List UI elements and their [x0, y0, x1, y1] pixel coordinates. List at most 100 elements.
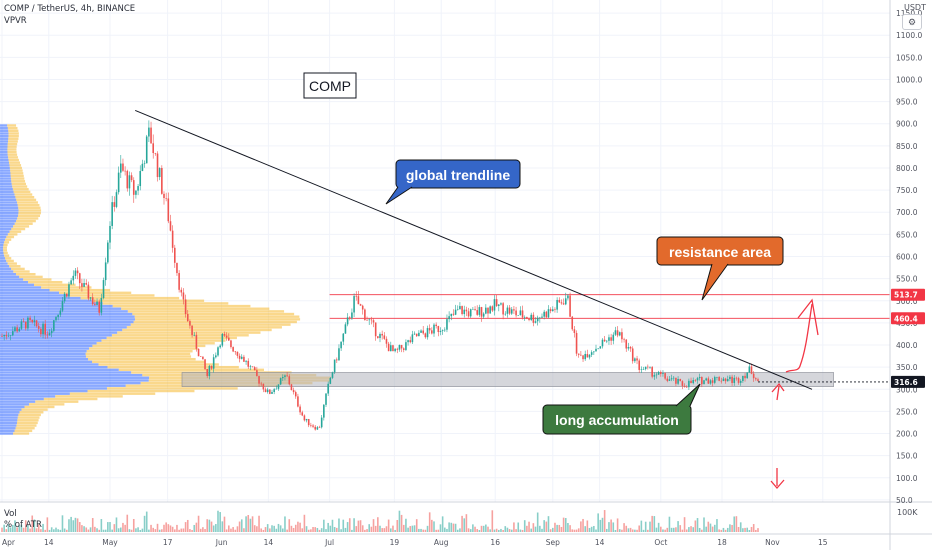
vp-bar-buy: [0, 342, 97, 345]
volume-bar: [692, 527, 694, 532]
candle-body: [107, 242, 109, 263]
volume-bar: [588, 527, 591, 532]
volume-bar: [42, 523, 44, 532]
volume-bar: [158, 529, 161, 532]
vp-bar-sell: [3, 243, 8, 247]
vp-bar-sell: [7, 142, 18, 146]
candle-body: [690, 380, 692, 384]
candle-body: [100, 297, 103, 313]
volume-bar: [649, 521, 651, 532]
volume-bar: [102, 529, 105, 532]
volume-bar: [495, 528, 498, 532]
volume-bar: [327, 522, 329, 532]
candle-body: [53, 320, 55, 331]
indicator-label[interactable]: VPVR: [4, 16, 27, 26]
candle-body: [588, 354, 591, 358]
vp-bar-buy: [0, 413, 19, 417]
candle-body: [755, 378, 757, 380]
candle-body: [517, 315, 520, 316]
volume-bar: [253, 525, 256, 532]
candle-body: [510, 309, 513, 314]
volume-bar: [61, 515, 64, 532]
volume-bar: [247, 515, 250, 532]
volume-bar: [394, 529, 396, 532]
vp-bar-sell: [89, 347, 198, 350]
vp-bar-buy: [0, 124, 8, 127]
candle-body: [14, 327, 16, 332]
candle-body: [688, 380, 690, 388]
candle-body: [500, 303, 502, 305]
volume-bar: [145, 511, 148, 532]
volume-bar: [506, 527, 509, 532]
candle-body: [549, 309, 552, 312]
volume-bar: [292, 527, 295, 532]
volume-bar: [325, 529, 327, 532]
candle-body: [85, 283, 88, 285]
volume-bar: [439, 524, 442, 532]
candle-body: [701, 377, 703, 385]
volume-bar: [586, 520, 589, 532]
volume-bar: [446, 528, 448, 532]
volume-bar: [552, 527, 554, 532]
gear-settings-icon[interactable]: ⚙: [902, 14, 922, 30]
vp-bar-sell: [118, 368, 264, 372]
volume-bar: [275, 528, 278, 532]
candle-body: [469, 309, 472, 317]
candle-body: [50, 330, 53, 334]
vp-bar-buy: [0, 134, 9, 138]
volume-bar: [593, 525, 595, 532]
volume-bar: [305, 526, 308, 532]
volume-bar: [500, 528, 502, 532]
candle-body: [532, 314, 535, 323]
vp-bar-buy: [0, 265, 10, 268]
volume-bar: [441, 516, 444, 532]
volume-bar: [742, 528, 744, 532]
vp-bar-sell: [9, 265, 21, 268]
vp-bar-buy: [0, 320, 134, 324]
candle-body: [361, 305, 364, 310]
vp-bar-sell: [132, 312, 295, 316]
candle-body: [161, 168, 163, 194]
time-tick: Apr: [2, 538, 16, 547]
volume-bar: [107, 522, 109, 532]
candle-body: [377, 336, 379, 338]
candle-body: [186, 313, 189, 322]
vp-bar-buy: [0, 352, 86, 356]
volume-bar: [714, 524, 716, 532]
vp-bar-sell: [59, 291, 132, 294]
candle-body: [724, 378, 727, 382]
price-axis[interactable]: 50.0 100.0 150.0 200.0 250.0 300.0 350.0 400.0 4…: [896, 9, 922, 505]
volume-bar: [478, 529, 481, 532]
candle-body: [312, 425, 314, 427]
candle-body: [521, 310, 524, 318]
volume-bar: [491, 510, 494, 532]
vp-bar-sell: [133, 320, 297, 324]
volume-bar: [655, 527, 658, 532]
candle-body: [545, 311, 548, 318]
volume-bar: [225, 529, 228, 532]
candle-body: [530, 314, 532, 320]
volume-bar: [68, 519, 70, 532]
vp-bar-buy: [0, 251, 4, 255]
volume-bar: [351, 529, 353, 532]
vp-bar-sell: [15, 195, 35, 199]
price-label-text: 513.7: [894, 291, 918, 300]
vp-bar-sell: [13, 270, 30, 273]
candle-body: [571, 316, 574, 330]
volume-bar: [199, 528, 202, 532]
vp-bar-sell: [126, 326, 282, 329]
vp-bar-buy: [0, 344, 93, 348]
vp-bar-sell: [11, 267, 25, 271]
volume-bar: [493, 529, 496, 532]
vp-bar-sell: [24, 405, 55, 409]
vp-bar-sell: [96, 342, 215, 345]
volume-bar: [444, 527, 446, 532]
price-tick: 1150.0: [896, 9, 922, 18]
time-axis[interactable]: Apr 14 May 17 Jun 14 Jul 19 Aug 16 Sep 14 Oct 18 Nov 15: [2, 538, 828, 547]
volume-bar: [81, 525, 83, 532]
volume-bar: [31, 515, 34, 532]
candle-body: [165, 198, 167, 199]
candle-body: [726, 379, 729, 382]
vp-bar-buy: [0, 203, 18, 207]
